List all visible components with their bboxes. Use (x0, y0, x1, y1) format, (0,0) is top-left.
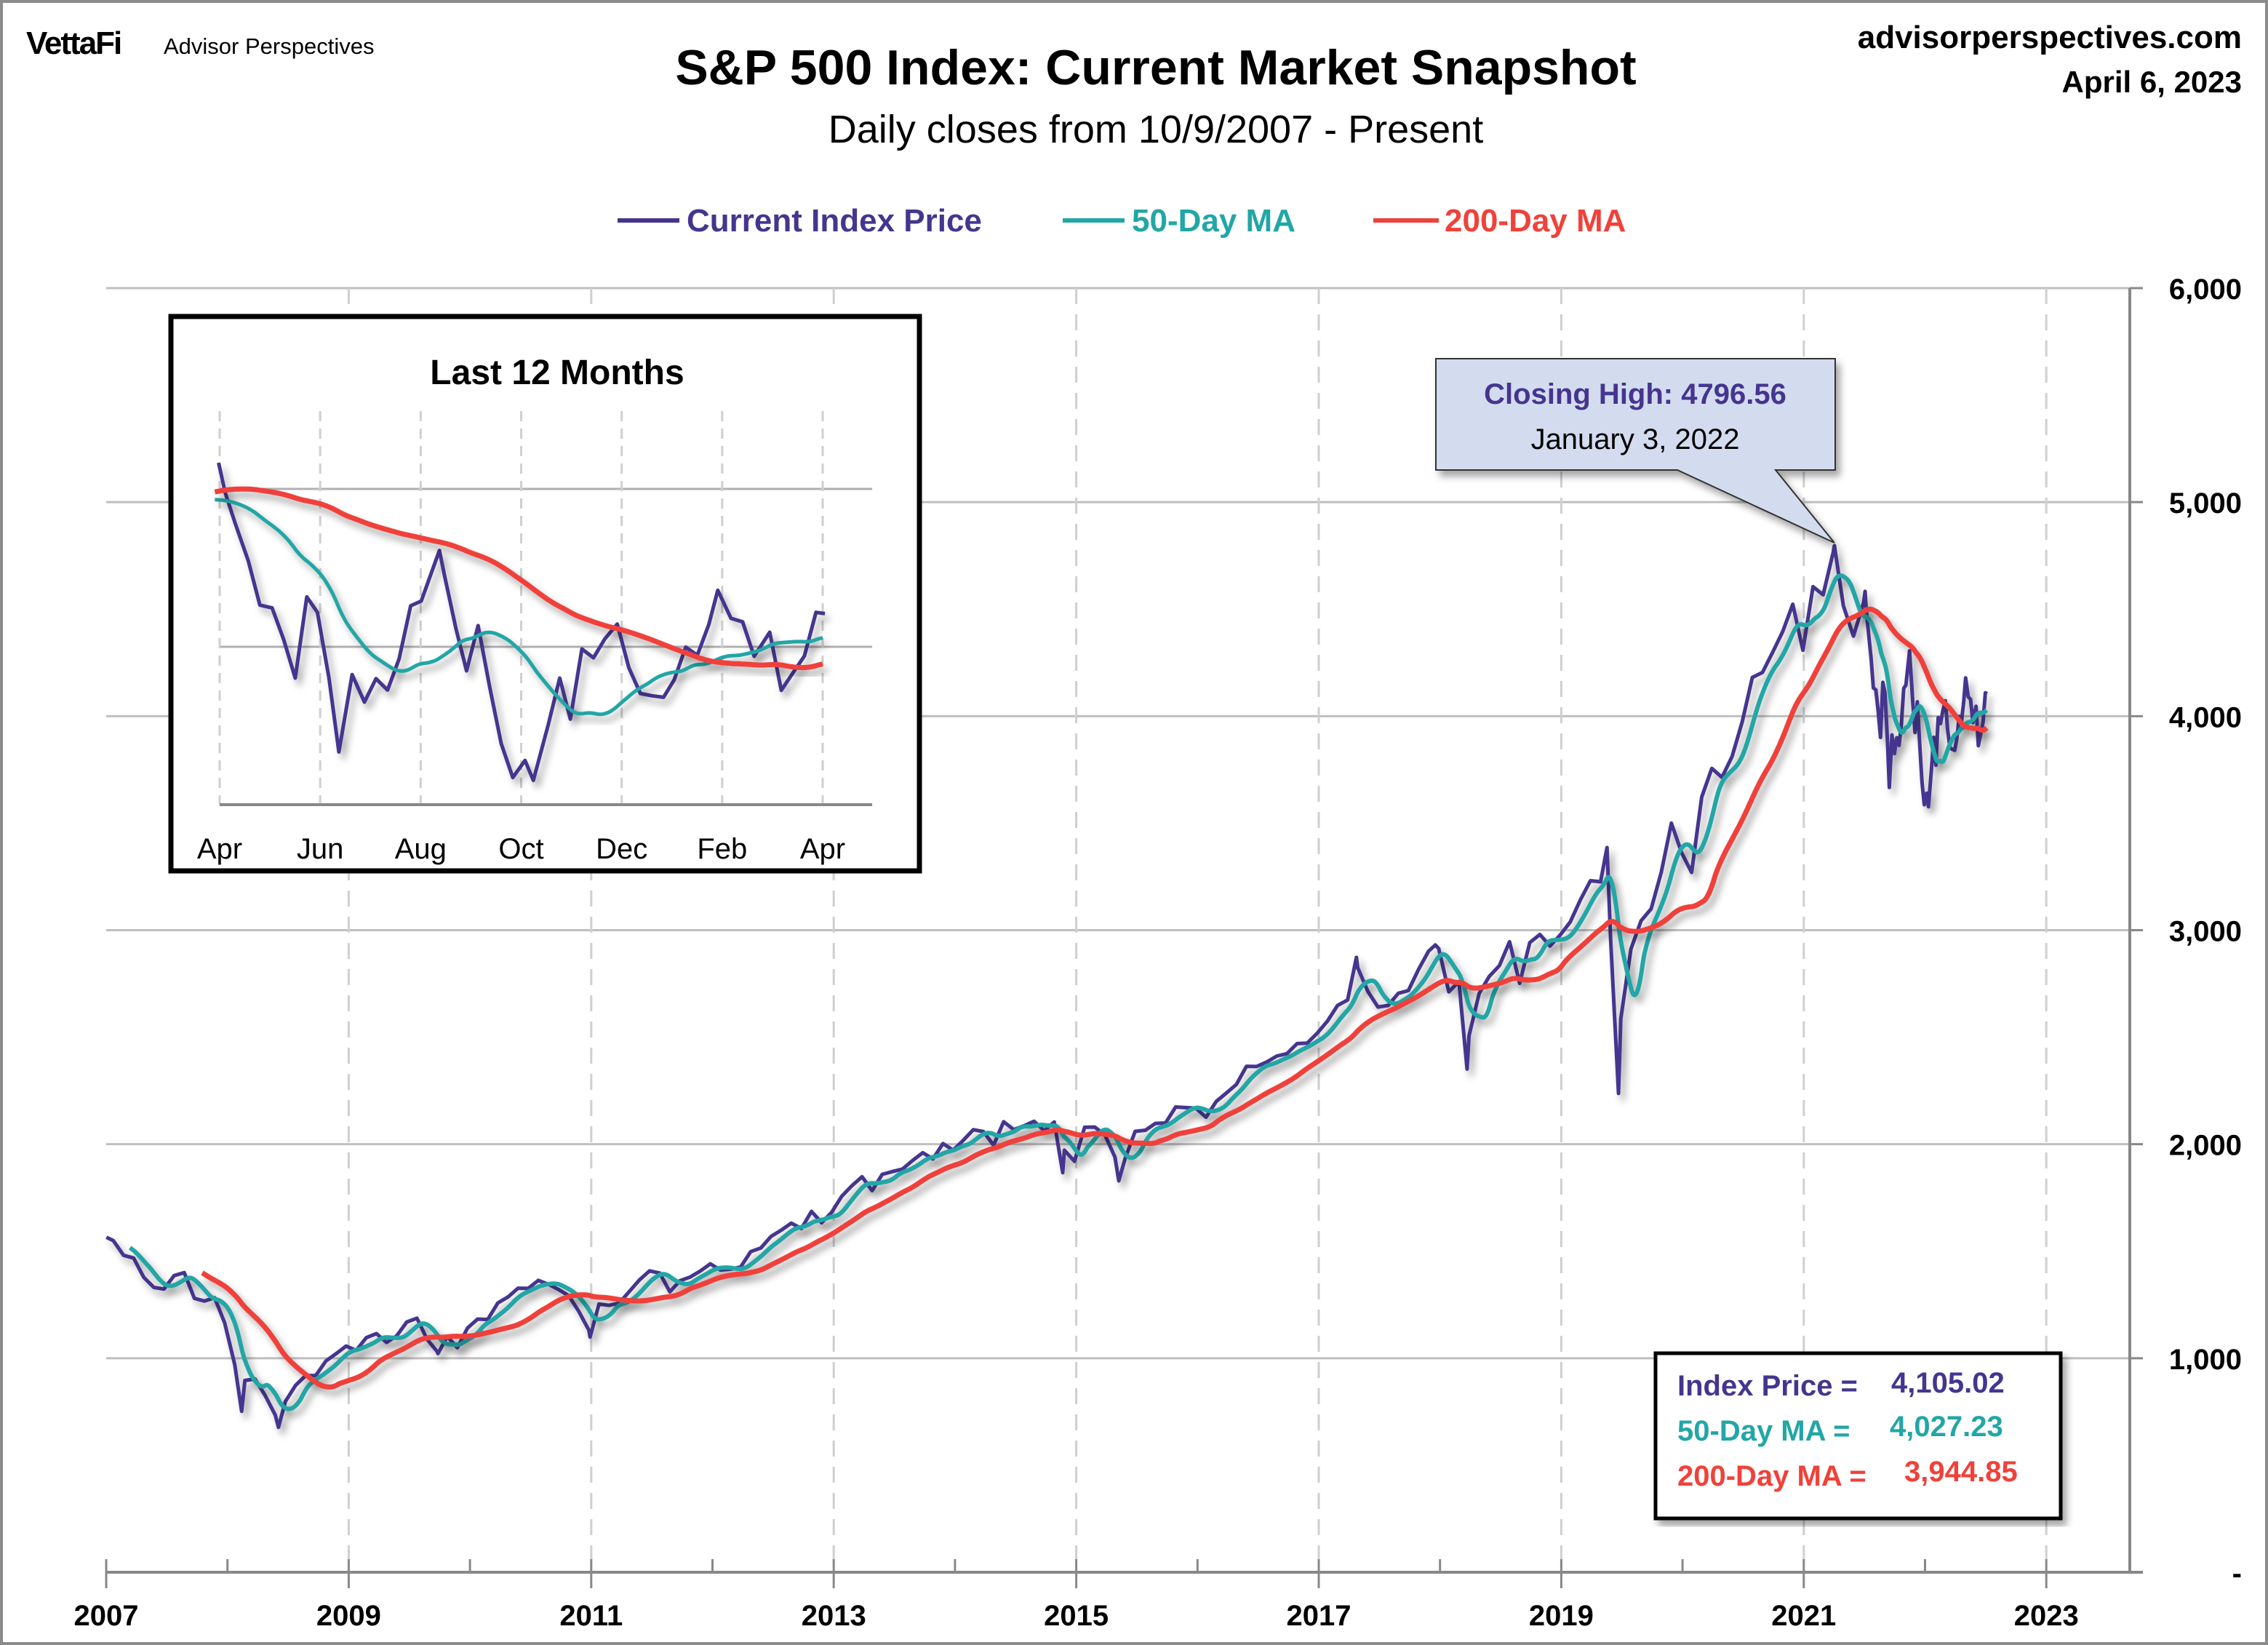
inset-x-tick-label: Apr (197, 833, 242, 865)
y-tick-label: 2,000 (2169, 1130, 2242, 1162)
summary-ma200-value: 3,944.85 (1904, 1456, 2018, 1488)
x-tick-label: 2013 (802, 1600, 866, 1632)
report-date: April 6, 2023 (2062, 65, 2242, 99)
x-tick-label: 2007 (74, 1600, 139, 1632)
x-tick-label: 2015 (1044, 1600, 1109, 1632)
callout-date: January 3, 2022 (1531, 423, 1740, 455)
inset-x-tick-label: Jun (297, 833, 344, 865)
x-tick-label: 2009 (316, 1600, 381, 1632)
summary-price-label: Index Price = (1677, 1370, 1858, 1402)
series-line-200-day-ma (200, 606, 1989, 1390)
inset-last-12-months: Last 12 Months Apr Jun Aug Oct Dec Feb Apr (168, 314, 922, 874)
inset-x-tick-label: Feb (697, 833, 747, 865)
inset-x-tick-label: Dec (596, 833, 647, 865)
plot-axes: - 1,000 2,000 3,000 4,000 5,000 6,000 2007 2009 2… (74, 274, 2242, 1632)
legend-label-ma200: 200-Day MA (1445, 203, 1626, 239)
x-tick-label: 2017 (1287, 1600, 1351, 1632)
y-tick-label: 1,000 (2169, 1344, 2242, 1376)
x-tick-label: 2021 (1771, 1600, 1836, 1632)
chart-title: S&P 500 Index: Current Market Snapshot (675, 40, 1636, 95)
x-tick-label: 2019 (1529, 1600, 1594, 1632)
summary-ma200-label: 200-Day MA = (1677, 1460, 1866, 1492)
x-tick-label: 2023 (2014, 1600, 2079, 1632)
inset-x-tick-label: Aug (395, 833, 447, 865)
summary-ma50-value: 4,027.23 (1890, 1411, 2003, 1443)
legend: Current Index Price 50-Day MA 200-Day MA (618, 203, 1626, 239)
brand-name: Advisor Perspectives (164, 33, 374, 59)
y-tick-label: 5,000 (2169, 487, 2242, 519)
y-tick-label: 4,000 (2169, 701, 2242, 733)
vettafi-logo: VettaFi (26, 25, 121, 61)
inset-title: Last 12 Months (430, 354, 684, 392)
chart-subtitle: Daily closes from 10/9/2007 - Present (828, 108, 1483, 151)
legend-label-ma50: 50-Day MA (1132, 203, 1295, 239)
inset-frame (168, 314, 922, 874)
inset-series (214, 462, 826, 783)
legend-label-price: Current Index Price (687, 203, 982, 239)
inset-x-tick-label: Oct (498, 833, 543, 865)
callout-title: Closing High: 4796.56 (1484, 378, 1786, 410)
callout-box (1435, 358, 1836, 543)
inset-line-200-day-ma (214, 486, 823, 671)
inset-line-50-day-ma (215, 498, 823, 717)
x-tick-label: 2011 (559, 1600, 623, 1632)
y-tick-label: 6,000 (2169, 274, 2242, 306)
y-tick-label: - (2232, 1558, 2242, 1590)
plot-series (105, 543, 1989, 1430)
inset-line-current-index-price (217, 462, 826, 783)
summary-box (1653, 1351, 2063, 1521)
closing-high-callout (1435, 358, 1836, 543)
summary-price-value: 4,105.02 (1891, 1367, 2005, 1399)
series-line-current-index-price (105, 543, 1988, 1430)
summary-ma50-label: 50-Day MA = (1677, 1415, 1850, 1447)
inset-x-tick-label: Apr (800, 833, 845, 865)
site-url: advisorperspectives.com (1858, 20, 2242, 55)
y-tick-label: 3,000 (2169, 916, 2242, 948)
